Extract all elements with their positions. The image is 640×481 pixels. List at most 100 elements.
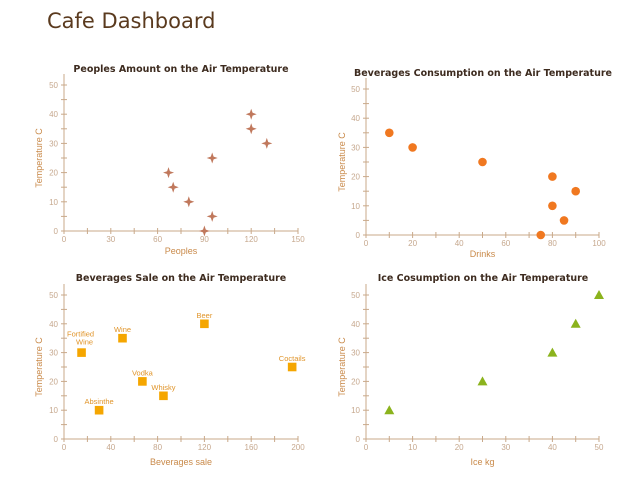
triangle-marker bbox=[477, 376, 488, 386]
y-tick-label: 10 bbox=[351, 406, 360, 415]
x-tick-label: 20 bbox=[408, 239, 417, 248]
chart-body: Beverages Consumption on the Air Tempera… bbox=[337, 68, 612, 259]
square-marker bbox=[287, 362, 297, 372]
point-label: Wine bbox=[114, 325, 131, 334]
y-tick-label: 30 bbox=[351, 349, 360, 358]
y-tick-label: 40 bbox=[351, 114, 360, 123]
square-marker bbox=[94, 405, 104, 415]
y-tick-label: 40 bbox=[351, 320, 360, 329]
circle-marker bbox=[536, 230, 546, 240]
x-tick-label: 0 bbox=[364, 443, 369, 452]
x-tick-label: 50 bbox=[595, 443, 604, 452]
x-tick-label: 0 bbox=[62, 235, 67, 244]
x-tick-label: 60 bbox=[501, 239, 510, 248]
y-tick-label: 30 bbox=[49, 349, 58, 358]
y-axis-label: Temperature C bbox=[337, 337, 347, 397]
y-tick-label: 20 bbox=[351, 377, 360, 386]
square-marker bbox=[159, 391, 168, 401]
chart-body: Beverages Sale on the Air Temperature 0 40… bbox=[34, 273, 306, 467]
y-tick-label: 40 bbox=[49, 320, 58, 329]
point-label: Vodka bbox=[132, 368, 154, 377]
y-tick-label: 10 bbox=[351, 202, 360, 211]
y-axis-label: Temperature C bbox=[337, 132, 347, 192]
y-tick-label: 50 bbox=[49, 81, 58, 90]
chart-title: Peoples Amount on the Air Temperature bbox=[73, 64, 288, 75]
square-marker bbox=[77, 348, 86, 357]
circle-marker bbox=[548, 201, 557, 211]
circle-marker bbox=[548, 172, 557, 181]
y-tick-label: 40 bbox=[49, 110, 58, 119]
triangle-marker bbox=[384, 405, 395, 415]
star-marker bbox=[183, 196, 195, 208]
x-tick-label: 100 bbox=[592, 239, 606, 248]
y-tick-label: 50 bbox=[351, 85, 360, 94]
x-tick-label: 10 bbox=[408, 443, 417, 452]
x-tick-label: 0 bbox=[364, 239, 369, 248]
circle-marker bbox=[478, 157, 487, 167]
star-marker bbox=[245, 108, 257, 120]
x-axis-label: Ice kg bbox=[470, 457, 494, 467]
point-label: Whisky bbox=[151, 383, 175, 392]
x-tick-label: 160 bbox=[245, 443, 259, 452]
point-label: Beer bbox=[196, 311, 212, 320]
star-marker bbox=[198, 225, 210, 237]
y-tick-label: 10 bbox=[49, 406, 58, 415]
x-tick-label: 80 bbox=[548, 239, 557, 248]
x-tick-label: 60 bbox=[153, 235, 162, 244]
chart-body: Ice Cosumption on the Air Temperature 0 10… bbox=[337, 273, 604, 467]
square-marker bbox=[138, 377, 147, 386]
chart-body: Peoples Amount on the Air Temperature 0 30… bbox=[34, 64, 305, 256]
peoples-temperature-chart: Peoples Amount on the Air Temperature 0 30… bbox=[34, 64, 305, 256]
circle-marker bbox=[559, 216, 569, 225]
square-marker bbox=[118, 333, 127, 343]
x-tick-label: 20 bbox=[455, 443, 464, 452]
star-marker bbox=[163, 167, 175, 179]
x-tick-label: 30 bbox=[501, 443, 510, 452]
y-tick-label: 50 bbox=[49, 291, 58, 300]
point-label: Coctails bbox=[279, 354, 306, 363]
star-marker bbox=[261, 137, 273, 149]
circle-marker bbox=[385, 128, 394, 138]
y-tick-label: 0 bbox=[54, 227, 59, 236]
y-tick-label: 20 bbox=[351, 173, 360, 182]
triangle-marker bbox=[570, 318, 581, 328]
chart-title: Ice Cosumption on the Air Temperature bbox=[378, 273, 589, 284]
page-title: Cafe Dashboard bbox=[47, 9, 216, 33]
x-tick-label: 40 bbox=[455, 239, 464, 248]
ice-consumption-chart: Ice Cosumption on the Air Temperature 0 10… bbox=[337, 273, 604, 467]
x-tick-label: 30 bbox=[106, 235, 115, 244]
y-axis-label: Temperature C bbox=[34, 337, 44, 397]
star-marker bbox=[245, 123, 257, 135]
point-label: Fortified Wine bbox=[67, 330, 94, 347]
beverages-sale-chart: Beverages Sale on the Air Temperature 0 40… bbox=[34, 273, 306, 467]
chart-title: Beverages Sale on the Air Temperature bbox=[76, 273, 286, 284]
beverages-consumption-chart: Beverages Consumption on the Air Tempera… bbox=[337, 68, 612, 259]
y-tick-label: 0 bbox=[356, 435, 361, 444]
x-tick-label: 40 bbox=[106, 443, 115, 452]
square-marker bbox=[200, 319, 209, 329]
x-tick-label: 40 bbox=[548, 443, 557, 452]
x-tick-label: 120 bbox=[245, 235, 259, 244]
point-label: Absinthe bbox=[85, 397, 114, 406]
chart-title: Beverages Consumption on the Air Tempera… bbox=[354, 68, 612, 79]
y-tick-label: 30 bbox=[351, 143, 360, 152]
x-tick-label: 120 bbox=[198, 443, 212, 452]
y-tick-label: 0 bbox=[356, 231, 361, 240]
star-marker bbox=[206, 152, 218, 164]
x-axis-label: Drinks bbox=[470, 249, 496, 259]
x-tick-label: 150 bbox=[291, 235, 305, 244]
y-tick-label: 20 bbox=[49, 377, 58, 386]
y-tick-label: 50 bbox=[351, 291, 360, 300]
star-marker bbox=[206, 210, 218, 222]
x-tick-label: 0 bbox=[62, 443, 67, 452]
x-axis-label: Beverages sale bbox=[150, 457, 212, 467]
x-axis-label: Peoples bbox=[165, 246, 198, 256]
y-tick-label: 20 bbox=[49, 169, 58, 178]
x-tick-label: 200 bbox=[291, 443, 305, 452]
y-tick-label: 30 bbox=[49, 139, 58, 148]
x-tick-label: 90 bbox=[200, 235, 209, 244]
y-tick-label: 10 bbox=[49, 198, 58, 207]
y-axis-label: Temperature C bbox=[34, 128, 44, 188]
star-marker bbox=[167, 181, 179, 193]
circle-marker bbox=[408, 143, 417, 152]
